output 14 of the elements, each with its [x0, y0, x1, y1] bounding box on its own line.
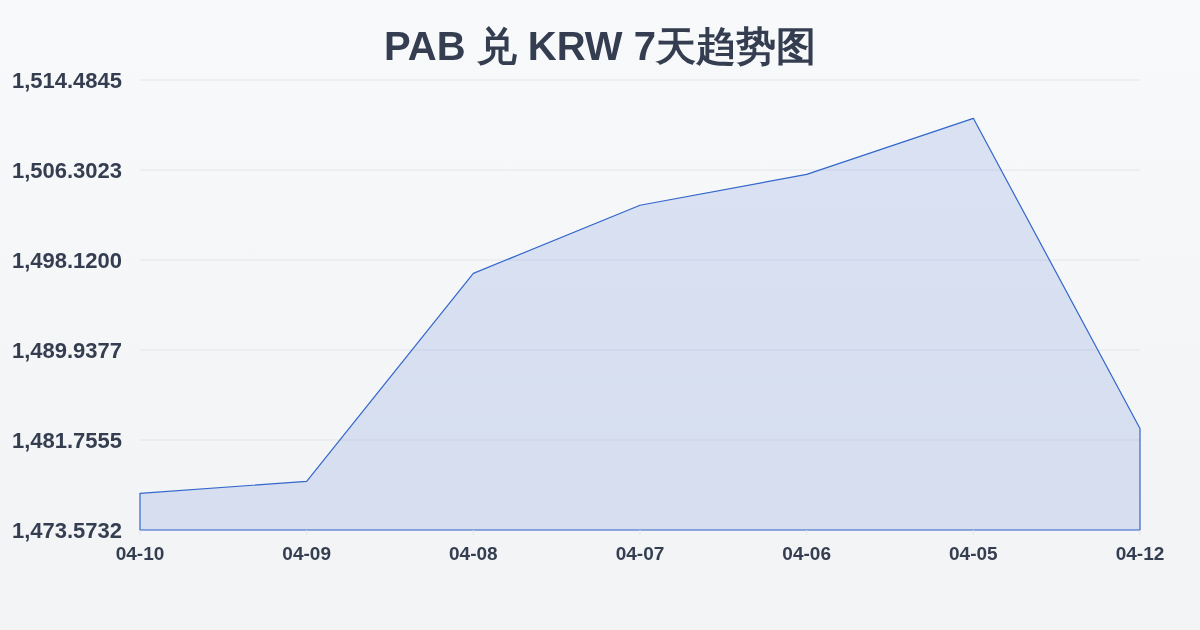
y-tick-label: 1,506.3023: [11, 158, 122, 183]
x-tick-label: 04-12: [1115, 543, 1165, 564]
x-tick-label: 04-05: [949, 543, 999, 564]
x-tick-label: 04-08: [449, 543, 498, 564]
y-tick-label: 1,481.7555: [11, 428, 122, 453]
y-tick-label: 1,489.9377: [11, 338, 122, 363]
x-tick-label: 04-10: [115, 543, 165, 564]
x-tick-label: 04-07: [615, 543, 665, 564]
x-tick-label: 04-06: [782, 543, 831, 564]
y-tick-label: 1,473.5732: [11, 518, 122, 543]
title: PAB 兑 KRW 7天趋势图: [384, 24, 816, 68]
y-tick-label: 1,498.1200: [11, 248, 122, 273]
y-tick-label: 1,514.4845: [11, 68, 122, 93]
x-tick-label: 04-09: [282, 543, 331, 564]
